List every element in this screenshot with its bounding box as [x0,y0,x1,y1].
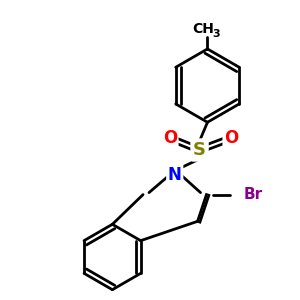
Text: O: O [224,129,238,147]
Text: 3: 3 [213,29,220,39]
Text: N: N [168,166,182,184]
Text: S: S [193,141,206,159]
Text: CH: CH [193,22,214,36]
Text: Br: Br [244,187,263,202]
Text: O: O [163,129,177,147]
